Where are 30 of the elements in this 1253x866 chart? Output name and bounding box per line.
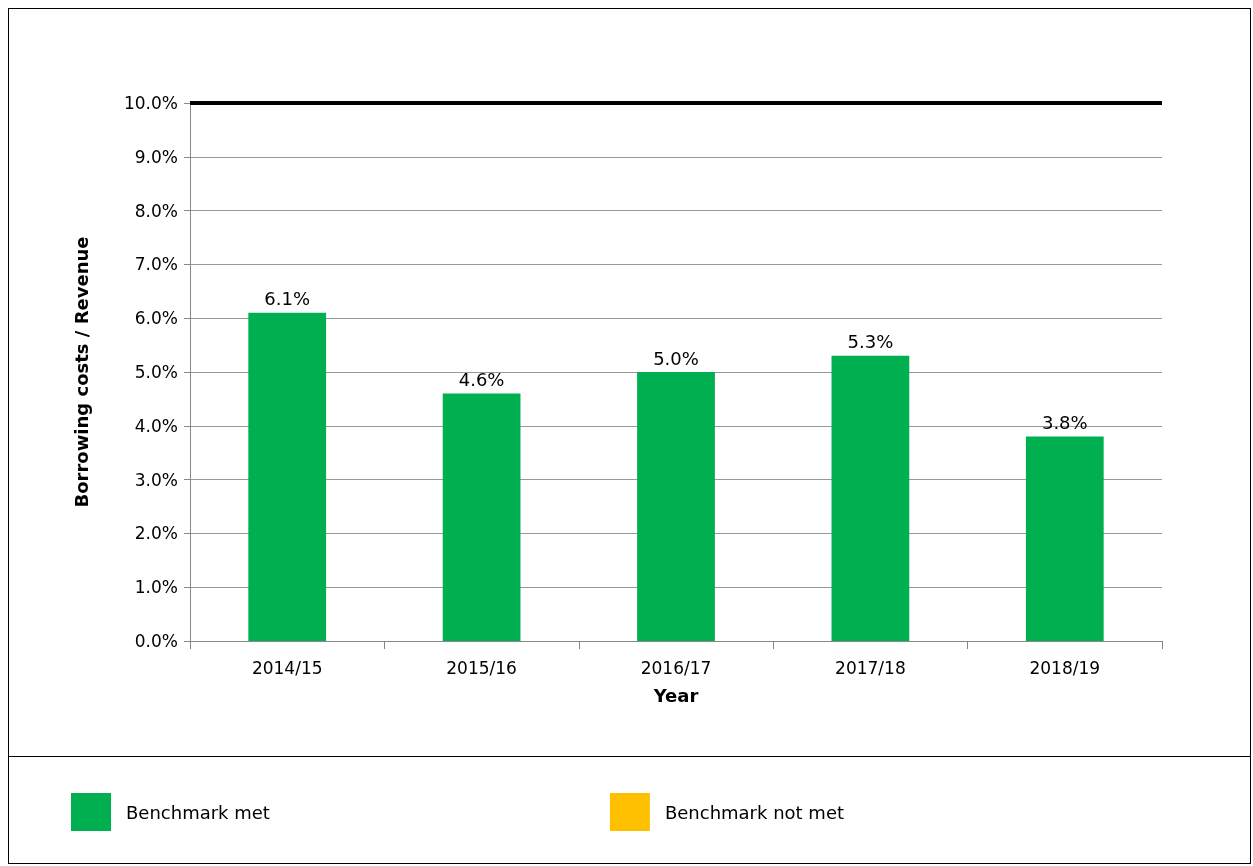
y-tick-label: 1.0% [134,577,178,598]
x-tick-label: 2014/15 [251,657,323,678]
y-tick-label: 10.0% [123,93,178,113]
legend-label: Benchmark met [126,801,270,823]
y-tick-label: 3.0% [134,469,178,490]
y-tick-label: 8.0% [134,200,178,221]
y-tick-label: 5.0% [134,362,178,382]
data-label: 5.0% [653,347,699,369]
bar [831,355,910,641]
data-label: 6.1% [264,288,311,310]
x-tick-label: 2017/18 [835,657,906,678]
bar [637,372,715,641]
x-tick-label: 2016/17 [640,657,712,678]
y-tick-label: 4.0% [134,415,178,436]
data-label: 4.6% [458,369,505,391]
bar [1025,436,1104,641]
data-label: 5.3% [847,331,894,353]
y-axis-title: Borrowing costs / Revenue [70,236,92,508]
data-label: 3.8% [1041,412,1088,434]
legend-label: Benchmark not met [664,801,845,823]
x-axis-title: Year [652,684,699,706]
y-tick-label: 0.0% [134,631,178,651]
y-tick-label: 7.0% [134,254,178,275]
bar [442,393,521,641]
y-tick-label: 2.0% [134,523,178,544]
x-tick-label: 2015/16 [446,657,517,678]
bar [248,312,327,641]
y-tick-label: 6.0% [134,308,178,329]
y-tick-label: 9.0% [134,146,178,167]
x-tick-label: 2018/19 [1029,657,1101,678]
